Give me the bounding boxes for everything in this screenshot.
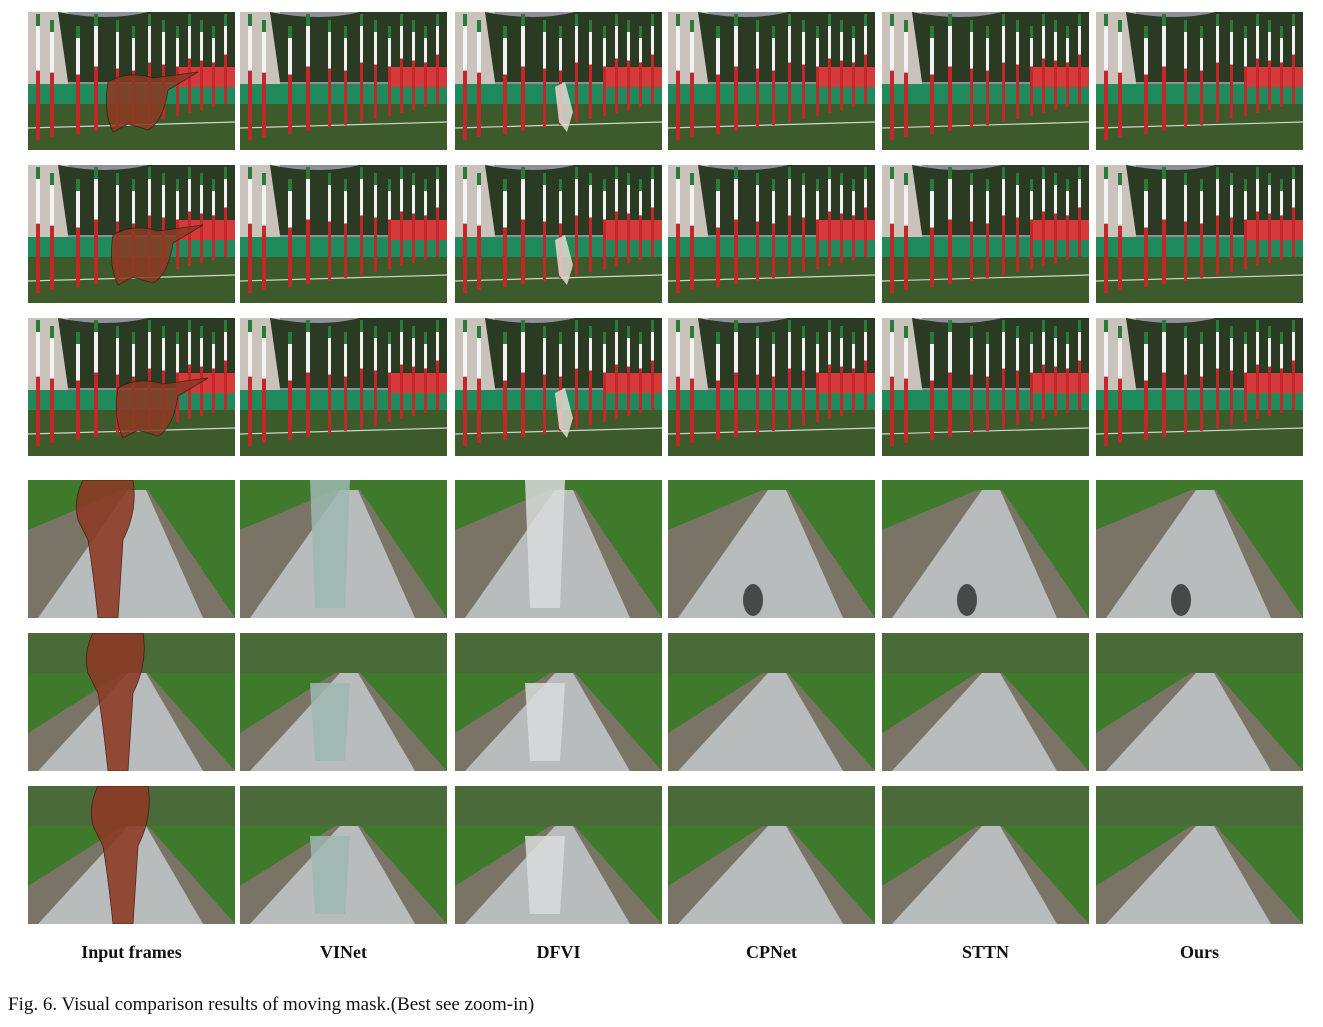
- field-frame-thumbnail: [668, 12, 875, 150]
- road-frame-thumbnail: [28, 786, 235, 924]
- field-frame-thumbnail: [882, 318, 1089, 456]
- road-frame-thumbnail: [668, 633, 875, 771]
- field-frame-thumbnail: [240, 12, 447, 150]
- column-label-vinet: VINet: [320, 942, 367, 962]
- road-frame-thumbnail: [882, 480, 1089, 618]
- field-frame-thumbnail: [455, 12, 662, 150]
- field-frame-thumbnail: [1096, 165, 1303, 303]
- road-frame-thumbnail: [882, 633, 1089, 771]
- figure-caption: Fig. 6. Visual comparison results of mov…: [8, 994, 535, 1015]
- road-frame-thumbnail: [1096, 480, 1303, 618]
- road-frame-thumbnail: [882, 786, 1089, 924]
- road-frame-thumbnail: [240, 633, 447, 771]
- road-frame-thumbnail: [240, 786, 447, 924]
- field-frame-thumbnail: [28, 12, 235, 150]
- field-frame-thumbnail: [28, 165, 235, 303]
- road-frame-thumbnail: [455, 480, 662, 618]
- field-frame-thumbnail: [882, 165, 1089, 303]
- road-frame-thumbnail: [28, 480, 235, 618]
- road-frame-thumbnail: [1096, 786, 1303, 924]
- column-label-dfvi: DFVI: [536, 942, 581, 962]
- field-frame-thumbnail: [455, 165, 662, 303]
- road-frame-thumbnail: [28, 633, 235, 771]
- road-frame-thumbnail: [240, 480, 447, 618]
- column-label-cpnet: CPNet: [746, 942, 797, 962]
- column-label-sttn: STTN: [961, 942, 1010, 962]
- field-frame-thumbnail: [240, 318, 447, 456]
- road-frame-thumbnail: [1096, 633, 1303, 771]
- column-label-ours: Ours: [1179, 942, 1219, 962]
- field-frame-thumbnail: [28, 318, 235, 456]
- figure-grid: [28, 12, 1303, 924]
- field-frame-thumbnail: [240, 165, 447, 303]
- field-frame-thumbnail: [668, 318, 875, 456]
- road-frame-thumbnail: [455, 786, 662, 924]
- field-frame-thumbnail: [882, 12, 1089, 150]
- column-label-input-frames: Input frames: [81, 942, 182, 962]
- road-frame-thumbnail: [455, 633, 662, 771]
- field-frame-thumbnail: [455, 318, 662, 456]
- road-frame-thumbnail: [668, 480, 875, 618]
- field-frame-thumbnail: [668, 165, 875, 303]
- road-frame-thumbnail: [668, 786, 875, 924]
- field-frame-thumbnail: [1096, 318, 1303, 456]
- field-frame-thumbnail: [1096, 12, 1303, 150]
